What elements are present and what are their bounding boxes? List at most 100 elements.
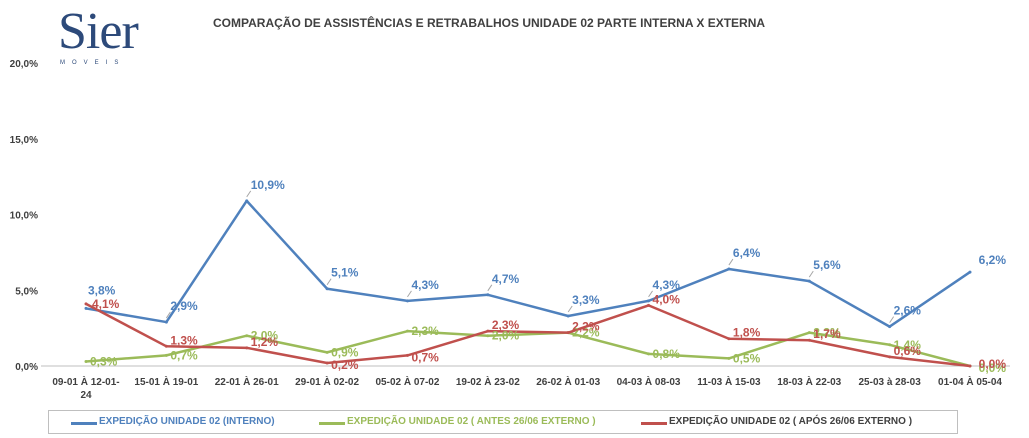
data-label-2: 1,2% [251,335,279,349]
data-point-0 [566,314,570,318]
series-line-1 [85,329,971,368]
data-point-2 [325,361,329,365]
data-label-1: 1,4% [894,338,922,352]
data-point-2 [647,303,651,307]
legend-swatch-apos-externo [641,422,667,425]
label-leader [326,278,332,286]
y-tick-label: 20,0% [10,59,38,70]
data-point-2 [888,355,892,359]
label-leader [728,258,734,266]
data-label-2: 2,2% [572,320,600,334]
data-label-2: 4,1% [92,297,120,311]
x-tick-label: 09-01 À 12-01-24 [52,375,119,401]
x-tick-label: 11-03 À 15-03 [697,375,761,388]
data-label-0: 10,9% [251,178,285,192]
data-label-0: 4,7% [492,272,520,286]
company-logo: Sier MOVEIS [58,4,168,68]
legend-label-interno: EXPEDIÇÃO UNIDADE 02 (INTERNO) [99,416,275,427]
data-point-0 [727,267,731,271]
x-tick-label: 05-02 À 07-02 [375,375,439,388]
data-label-1: 2,0% [492,329,520,343]
data-point-1 [245,334,249,338]
data-label-2: 1,7% [813,327,841,341]
data-point-2 [245,346,249,350]
chart-legend: EXPEDIÇÃO UNIDADE 02 (INTERNO) EXPEDIÇÃO… [48,410,958,434]
legend-swatch-antes-externo [319,422,345,425]
y-tick-label: 0,0% [15,362,38,373]
legend-label-apos-externo: EXPEDIÇÃO UNIDADE 02 ( APÓS 26/06 EXTERN… [669,416,913,427]
data-point-0 [807,279,811,283]
y-tick-label: 5,0% [15,286,38,297]
data-point-1 [405,329,409,333]
data-point-1 [84,359,88,363]
x-tick-label: 22-01 À 26-01 [215,375,279,388]
label-leader [487,284,493,292]
data-label-0: 3,3% [572,293,600,307]
x-tick-label: 19-02 À 23-02 [456,375,520,388]
data-point-0 [84,306,88,310]
data-label-1: 2,0% [251,329,279,343]
data-label-2: 0,6% [894,344,922,358]
x-tick-label: 29-01 À 02-02 [295,375,359,388]
data-label-1: 2,2% [813,326,841,340]
data-point-0 [245,199,249,203]
data-point-1 [647,352,651,356]
data-label-1: 0,7% [170,348,198,362]
series-line-0 [85,199,971,328]
data-label-0: 2,6% [894,304,922,318]
data-point-2 [968,364,972,368]
data-label-1: 0,5% [733,351,761,365]
chart-title: COMPARAÇÃO DE ASSISTÊNCIAS E RETRABALHOS… [213,16,766,30]
data-point-0 [164,320,168,324]
x-tick-label: 18-03 À 22-03 [777,375,841,388]
data-point-1 [164,353,168,357]
y-tick-label: 15,0% [10,135,38,146]
data-label-0: 3,8% [88,283,116,297]
data-point-2 [566,331,570,335]
data-label-0: 6,4% [733,246,761,260]
data-label-0: 6,2% [979,253,1007,267]
data-point-1 [727,356,731,360]
data-label-2: 1,8% [733,326,761,340]
data-point-2 [84,302,88,306]
data-label-1: 2,2% [572,326,600,340]
label-leader [889,316,895,323]
data-label-2: 0,7% [411,350,439,364]
x-tick-label: 15-01 À 19-01 [134,375,198,388]
label-leader [567,305,573,313]
data-label-0: 5,1% [331,266,359,280]
data-label-1: 0,8% [653,347,681,361]
x-tick-label: 04-03 À 08-03 [617,375,681,388]
data-point-1 [888,343,892,347]
data-label-0: 5,6% [813,258,841,272]
x-tick-label: 25-03 à 28-03 [858,377,921,388]
label-leader [246,190,252,198]
logo-word: Sier [58,3,139,60]
data-point-2 [486,329,490,333]
logo-subtitle: MOVEIS [60,60,126,66]
line-chart: 0,0% 5,0% 10,0% 15,0% 20,0% 09-01 À 12-01-24 1… [10,59,1010,401]
label-leader [808,270,814,278]
data-point-1 [807,331,811,335]
data-label-2: 2,3% [492,318,520,332]
x-tick-label: 26-02 À 01-03 [536,375,600,388]
data-point-2 [727,337,731,341]
data-label-1: 2,3% [411,324,439,338]
data-label-1: 0,9% [331,345,359,359]
data-label-0: 4,3% [411,278,439,292]
data-label-2: 0,0% [979,357,1007,371]
data-label-2: 0,2% [331,358,359,372]
data-point-0 [968,270,972,274]
data-point-1 [486,334,490,338]
label-leader [648,290,653,298]
y-tick-label: 10,0% [10,211,38,222]
data-label-2: 4,0% [653,292,681,306]
label-leader [165,311,171,319]
legend-swatch-interno [71,422,97,425]
data-point-2 [164,344,168,348]
data-point-0 [647,299,651,303]
data-point-1 [325,350,329,354]
series-line-2 [85,302,971,368]
data-label-0: 4,3% [653,278,681,292]
data-label-1: 0,0% [979,361,1007,375]
